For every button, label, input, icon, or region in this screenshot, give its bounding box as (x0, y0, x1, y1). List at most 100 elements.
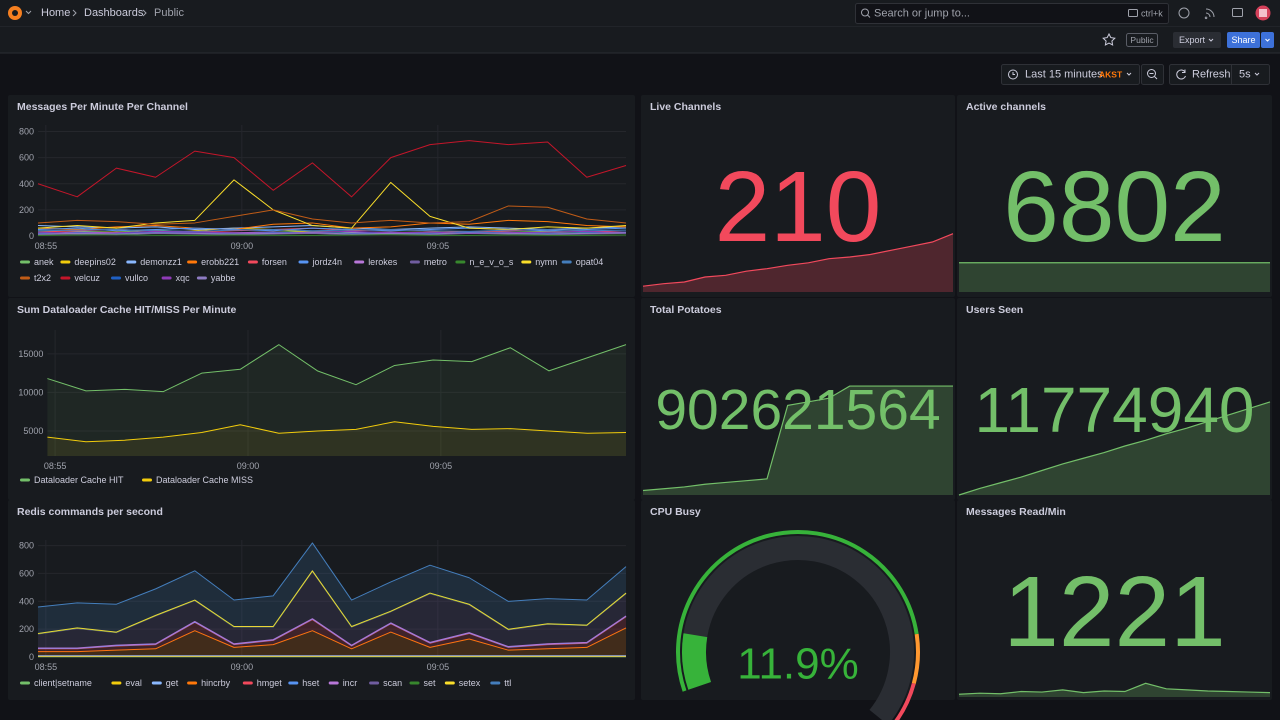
public-badge (1126, 33, 1158, 47)
refresh-interval[interactable]: 5s (1239, 69, 1251, 81)
panel-title: Redis commands per second (17, 506, 163, 518)
legend-swatch (60, 276, 71, 280)
legend-swatch (20, 260, 30, 264)
help-icon[interactable] (1178, 7, 1190, 19)
gauge-threshold (894, 682, 916, 720)
x-tick-label: 08:55 (35, 662, 58, 672)
sparkline (958, 401, 1271, 496)
keyboard-icon (1128, 9, 1138, 17)
share-dropdown[interactable] (1261, 32, 1274, 48)
legend-swatch (444, 681, 455, 685)
refresh-label[interactable]: Refresh (1192, 69, 1231, 81)
export-button[interactable] (1173, 32, 1221, 48)
legend-swatch (126, 260, 137, 264)
kiosk-icon[interactable] (1232, 8, 1243, 17)
panel-title: Live Channels (650, 101, 721, 113)
y-tick-label: 0 (29, 231, 34, 241)
legend-label: velcuz (74, 273, 100, 283)
sparkline (642, 233, 954, 287)
y-tick-label: 400 (19, 596, 34, 606)
search-box[interactable] (855, 3, 1169, 24)
series-line (37, 230, 627, 234)
user-avatar-pattern (1259, 9, 1267, 17)
legend-label: Dataloader Cache HIT (34, 475, 124, 485)
x-tick-label: 09:00 (237, 461, 260, 471)
y-tick-label: 15000 (18, 349, 43, 359)
legend-swatch (247, 260, 258, 264)
legend-swatch (111, 681, 122, 685)
breadcrumb[interactable]: Dashboards (84, 7, 144, 19)
breadcrumb-separator (72, 9, 77, 17)
series-line (37, 179, 627, 230)
series-line (37, 232, 627, 235)
legend-swatch (409, 260, 420, 264)
zoom-icon-detail (1149, 73, 1158, 80)
time-picker[interactable] (1001, 64, 1140, 85)
series-line (37, 232, 627, 236)
x-tick-label: 09:05 (427, 662, 450, 672)
series-line (47, 421, 627, 443)
panel-title: CPU Busy (650, 506, 701, 518)
star-button[interactable] (1102, 32, 1116, 46)
stat-value: 11774940 (975, 374, 1255, 446)
stat-value: 1221 (1003, 556, 1225, 668)
share-label[interactable]: Share (1231, 35, 1255, 45)
legend-label: nymn (535, 257, 557, 267)
news-icon[interactable] (1204, 8, 1215, 20)
series-area (38, 542, 626, 634)
breadcrumb-separator (142, 9, 147, 17)
legend-swatch (187, 681, 198, 685)
legend-swatch (60, 260, 71, 264)
y-tick-label: 5000 (23, 426, 43, 436)
sparkline-area (959, 401, 1270, 495)
share-button[interactable] (1227, 32, 1260, 48)
logo-hole (12, 10, 18, 16)
breadcrumb[interactable]: Home (41, 7, 70, 19)
gauge-label: 11.9% (737, 640, 859, 689)
legend-swatch (196, 276, 207, 280)
legend-swatch (142, 478, 152, 482)
legend-swatch (521, 260, 532, 264)
legend-label: scan (383, 678, 402, 688)
legend-label: deepins02 (74, 257, 116, 267)
legend-label: vullco (125, 273, 148, 283)
series-line (37, 219, 627, 230)
legend-label: erobb221 (201, 257, 239, 267)
search-icon (861, 8, 869, 17)
legend-label: setex (459, 678, 481, 688)
time-chevron (1126, 72, 1132, 76)
refresh-icon (1176, 69, 1186, 80)
legend-label: demonzz1 (140, 257, 182, 267)
panel-title: Total Potatoes (650, 304, 722, 316)
refresh-picker[interactable] (1169, 64, 1270, 85)
panel-title: Sum Dataloader Cache HIT/MISS Per Minute (17, 304, 237, 316)
legend-label: forsen (262, 257, 287, 267)
sparkline (642, 385, 953, 492)
search-placeholder[interactable]: Search or jump to... (874, 8, 970, 20)
legend-label: hset (302, 678, 320, 688)
panel-title: Messages Read/Min (966, 506, 1066, 518)
series-line (37, 234, 627, 236)
time-range[interactable]: Last 15 minutes (1025, 69, 1103, 81)
legend-swatch (187, 260, 198, 264)
interval-chevron (1254, 72, 1260, 76)
panel (957, 500, 1272, 700)
y-tick-label: 400 (19, 179, 34, 189)
legend-label: hincrby (201, 678, 231, 688)
legend-swatch (288, 681, 299, 685)
legend-label: incr (343, 678, 358, 688)
export-label[interactable]: Export (1179, 35, 1206, 45)
stat-value: 902621564 (655, 378, 940, 442)
series-line (38, 615, 627, 649)
zoom-out-button[interactable] (1141, 64, 1164, 85)
x-tick-label: 08:55 (44, 461, 67, 471)
panel-title: Users Seen (966, 304, 1023, 316)
logo-chevron[interactable] (25, 10, 32, 15)
series-line (37, 542, 627, 608)
panel (957, 95, 1272, 297)
stat-value: 210 (715, 151, 882, 263)
legend-label: metro (424, 257, 447, 267)
series-line (37, 205, 627, 225)
